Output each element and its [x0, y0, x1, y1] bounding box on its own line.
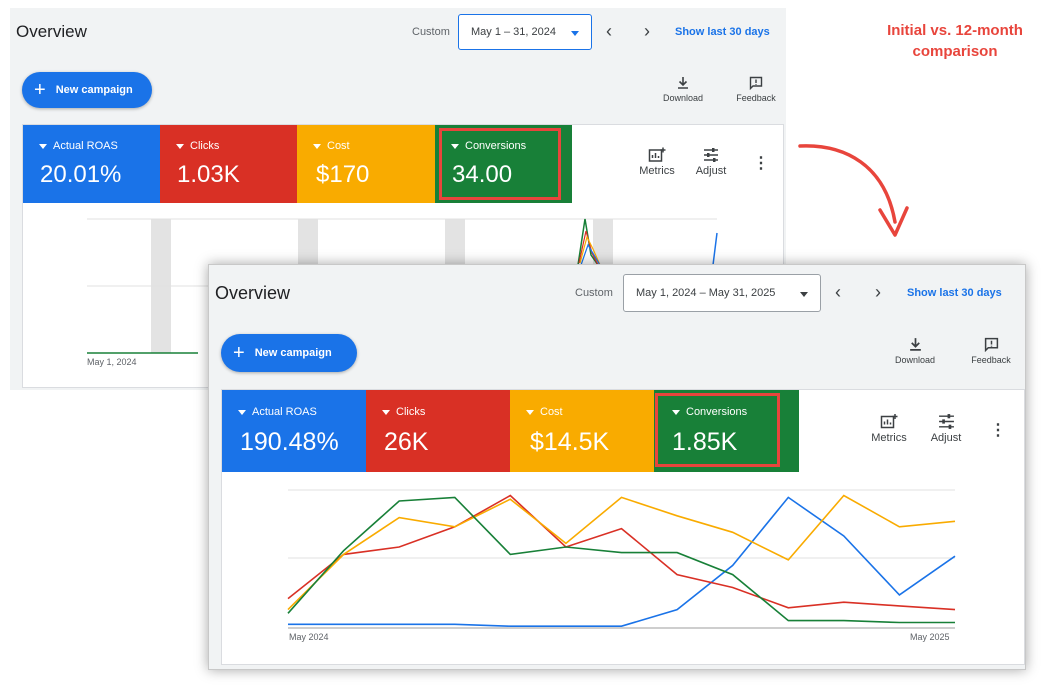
feedback-button[interactable]: Feedback: [730, 76, 782, 103]
metric-cost[interactable]: Cost $170: [297, 125, 435, 203]
tune-icon: [938, 414, 954, 429]
metric-label: Conversions: [686, 406, 748, 418]
metric-value: 190.48%: [240, 428, 339, 456]
dropdown-triangle-icon: [451, 143, 459, 149]
date-range-select[interactable]: May 1, 2024 – May 31, 2025: [623, 274, 821, 312]
metrics-button[interactable]: Metrics: [635, 147, 679, 177]
new-campaign-label: New campaign: [55, 84, 133, 96]
metric-actual-roas[interactable]: Actual ROAS 190.48%: [222, 390, 366, 472]
metric-label: Cost: [540, 406, 563, 418]
x-axis-end-label: May 2025: [910, 632, 950, 642]
new-campaign-button[interactable]: + New campaign: [22, 72, 152, 108]
metric-value: $170: [316, 161, 370, 188]
metrics-label: Metrics: [639, 165, 675, 177]
metric-value: 1.85K: [672, 428, 738, 456]
download-label: Download: [894, 355, 936, 365]
date-range-value: May 1 – 31, 2024: [471, 26, 557, 38]
metric-value: 26K: [384, 428, 429, 456]
custom-label: Custom: [412, 26, 450, 38]
more-options-icon[interactable]: ⋮: [753, 155, 769, 172]
metric-cost[interactable]: Cost $14.5K: [510, 390, 654, 472]
series-line-3: [287, 496, 955, 624]
annotation-line-1: Initial vs. 12-month: [887, 22, 1023, 39]
download-icon: [909, 338, 921, 351]
metric-label: Actual ROAS: [252, 406, 317, 418]
dropdown-triangle-icon: [382, 409, 390, 415]
feedback-label: Feedback: [971, 355, 1011, 365]
metric-value: $14.5K: [530, 428, 610, 456]
metric-conversions[interactable]: Conversions 34.00: [435, 125, 572, 203]
next-arrow-icon[interactable]: ›: [875, 282, 881, 302]
download-button[interactable]: Download: [889, 337, 941, 365]
new-campaign-button[interactable]: + New campaign: [221, 334, 357, 372]
adjust-label: Adjust: [930, 432, 962, 444]
feedback-button[interactable]: Feedback: [965, 337, 1017, 365]
custom-label: Custom: [575, 287, 613, 299]
new-campaign-label: New campaign: [254, 347, 332, 359]
prev-arrow-icon[interactable]: ‹: [835, 282, 841, 302]
series-line-2: [287, 494, 956, 611]
caret-down-icon: [571, 31, 579, 36]
plus-icon: +: [34, 78, 46, 101]
metric-value: 1.03K: [177, 161, 240, 188]
metrics-chart-card: Actual ROAS 190.48% Clicks 26K Cost $14.…: [221, 389, 1025, 665]
page-title: Overview: [16, 22, 87, 41]
series-line-0: [288, 496, 956, 627]
metric-clicks[interactable]: Clicks 1.03K: [160, 125, 297, 203]
twelve-month-overview-panel: Overview Custom May 1, 2024 – May 31, 20…: [208, 264, 1026, 670]
dropdown-triangle-icon: [526, 409, 534, 415]
download-icon: [678, 77, 688, 89]
annotation-line-2: comparison: [912, 43, 998, 60]
show-last-30-days-link[interactable]: Show last 30 days: [675, 26, 770, 38]
series-line-1: [287, 494, 956, 611]
download-button[interactable]: Download: [658, 76, 708, 103]
metric-label: Cost: [327, 140, 350, 152]
conversions-highlight-box: [655, 393, 780, 467]
dropdown-triangle-icon: [176, 143, 184, 149]
download-label: Download: [662, 93, 704, 103]
dropdown-triangle-icon: [672, 409, 680, 415]
series-line: [712, 232, 718, 266]
metric-actual-roas[interactable]: Actual ROAS 20.01%: [23, 125, 160, 203]
metrics-label: Metrics: [871, 432, 907, 444]
feedback-icon: [749, 76, 763, 90]
metrics-button[interactable]: Metrics: [866, 413, 912, 444]
x-axis-start-label: May 1, 2024: [87, 357, 137, 367]
metric-label: Conversions: [465, 140, 527, 152]
metric-value: 34.00: [452, 161, 513, 188]
date-range-select[interactable]: May 1 – 31, 2024: [458, 14, 592, 50]
dropdown-triangle-icon: [39, 143, 47, 149]
metric-clicks[interactable]: Clicks 26K: [366, 390, 510, 472]
metric-conversions[interactable]: Conversions 1.85K: [654, 390, 799, 472]
chart-add-icon: [880, 414, 898, 429]
show-last-30-days-link[interactable]: Show last 30 days: [907, 287, 1002, 299]
page-title: Overview: [215, 283, 291, 303]
feedback-label: Feedback: [736, 93, 776, 103]
more-options-icon[interactable]: ⋮: [990, 422, 1006, 439]
adjust-button[interactable]: Adjust: [926, 413, 966, 444]
metric-label: Clicks: [396, 406, 426, 418]
tune-icon: [704, 148, 718, 162]
series-line: [579, 235, 601, 266]
dropdown-triangle-icon: [238, 409, 246, 415]
chart-add-icon: [648, 147, 666, 162]
plus-icon: +: [233, 341, 245, 364]
series-line: [580, 243, 602, 268]
twelve-month-chart: [287, 489, 956, 629]
curved-arrow-icon: [798, 144, 909, 237]
feedback-icon: [984, 337, 998, 352]
dropdown-triangle-icon: [313, 143, 321, 149]
prev-arrow-icon[interactable]: ‹: [606, 21, 612, 41]
adjust-button[interactable]: Adjust: [691, 147, 731, 177]
metric-value: 20.01%: [40, 161, 122, 188]
conversions-highlight-box: [439, 128, 561, 200]
date-range-value: May 1, 2024 – May 31, 2025: [636, 287, 776, 299]
x-axis-start-label: May 2024: [289, 632, 329, 642]
comparison-annotation: Initial vs. 12-month comparison: [860, 20, 1050, 62]
adjust-label: Adjust: [695, 165, 727, 177]
caret-down-icon: [800, 292, 808, 297]
next-arrow-icon[interactable]: ›: [644, 21, 650, 41]
metric-label: Clicks: [190, 140, 220, 152]
metric-label: Actual ROAS: [53, 140, 118, 152]
